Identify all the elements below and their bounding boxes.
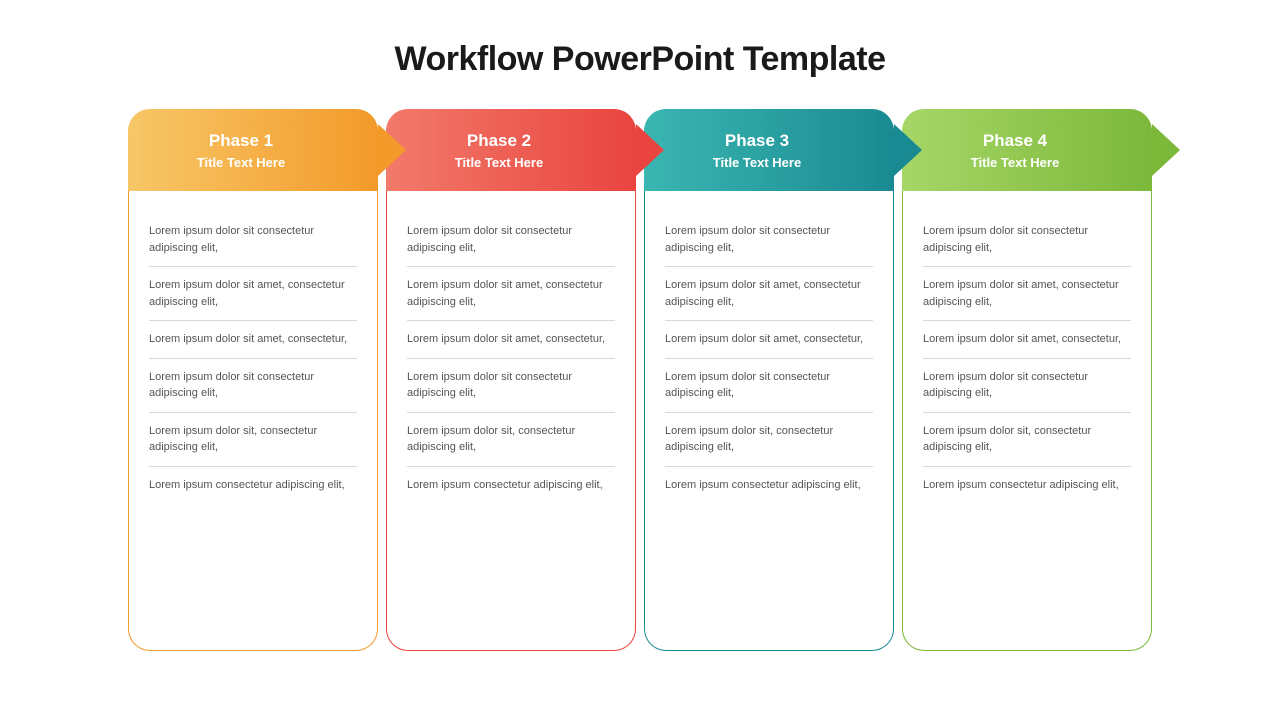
phase-column-2: Phase 2 Title Text Here Lorem ipsum dolor … [386,109,636,651]
phase-title: Phase 3 [725,131,789,151]
phase-item: Lorem ipsum dolor sit consectetur adipis… [407,359,615,413]
phase-item: Lorem ipsum dolor sit amet, consectetur … [923,267,1131,321]
phase-item: Lorem ipsum dolor sit, consectetur adipi… [407,413,615,467]
phase-item: Lorem ipsum dolor sit consectetur adipis… [149,213,357,267]
phase-header: Phase 3 Title Text Here [644,109,894,191]
phase-body: Lorem ipsum dolor sit consectetur adipis… [644,191,894,651]
phase-item: Lorem ipsum consectetur adipiscing elit, [407,467,615,504]
phase-subtitle: Title Text Here [971,155,1059,170]
phase-title: Phase 4 [983,131,1047,151]
phase-subtitle: Title Text Here [455,155,543,170]
phase-item: Lorem ipsum dolor sit consectetur adipis… [665,359,873,413]
phase-item: Lorem ipsum consectetur adipiscing elit, [149,467,357,504]
slide-title: Workflow PowerPoint Template [0,0,1280,109]
phase-subtitle: Title Text Here [197,155,285,170]
phase-item: Lorem ipsum dolor sit amet, consectetur, [407,321,615,359]
phase-item: Lorem ipsum dolor sit consectetur adipis… [923,359,1131,413]
phase-subtitle: Title Text Here [713,155,801,170]
phase-body: Lorem ipsum dolor sit consectetur adipis… [128,191,378,651]
phase-column-3: Phase 3 Title Text Here Lorem ipsum dolor … [644,109,894,651]
phase-header: Phase 4 Title Text Here [902,109,1152,191]
phases-container: Phase 1 Title Text Here Lorem ipsum dolor … [0,109,1280,651]
phase-column-4: Phase 4 Title Text Here Lorem ipsum dolor … [902,109,1152,651]
phase-item: Lorem ipsum dolor sit amet, consectetur, [665,321,873,359]
phase-item: Lorem ipsum dolor sit, consectetur adipi… [923,413,1131,467]
phase-header: Phase 1 Title Text Here [128,109,378,191]
phase-item: Lorem ipsum consectetur adipiscing elit, [665,467,873,504]
phase-item: Lorem ipsum dolor sit consectetur adipis… [149,359,357,413]
phase-column-1: Phase 1 Title Text Here Lorem ipsum dolor … [128,109,378,651]
phase-item: Lorem ipsum dolor sit, consectetur adipi… [149,413,357,467]
phase-item: Lorem ipsum dolor sit amet, consectetur … [149,267,357,321]
phase-item: Lorem ipsum dolor sit, consectetur adipi… [665,413,873,467]
phase-item: Lorem ipsum dolor sit amet, consectetur … [407,267,615,321]
phase-item: Lorem ipsum dolor sit consectetur adipis… [407,213,615,267]
phase-item: Lorem ipsum dolor sit consectetur adipis… [923,213,1131,267]
phase-title: Phase 2 [467,131,531,151]
phase-item: Lorem ipsum dolor sit amet, consectetur, [923,321,1131,359]
phase-header: Phase 2 Title Text Here [386,109,636,191]
phase-item: Lorem ipsum dolor sit amet, consectetur, [149,321,357,359]
phase-item: Lorem ipsum consectetur adipiscing elit, [923,467,1131,504]
phase-item: Lorem ipsum dolor sit amet, consectetur … [665,267,873,321]
phase-item: Lorem ipsum dolor sit consectetur adipis… [665,213,873,267]
phase-body: Lorem ipsum dolor sit consectetur adipis… [386,191,636,651]
phase-title: Phase 1 [209,131,273,151]
phase-body: Lorem ipsum dolor sit consectetur adipis… [902,191,1152,651]
